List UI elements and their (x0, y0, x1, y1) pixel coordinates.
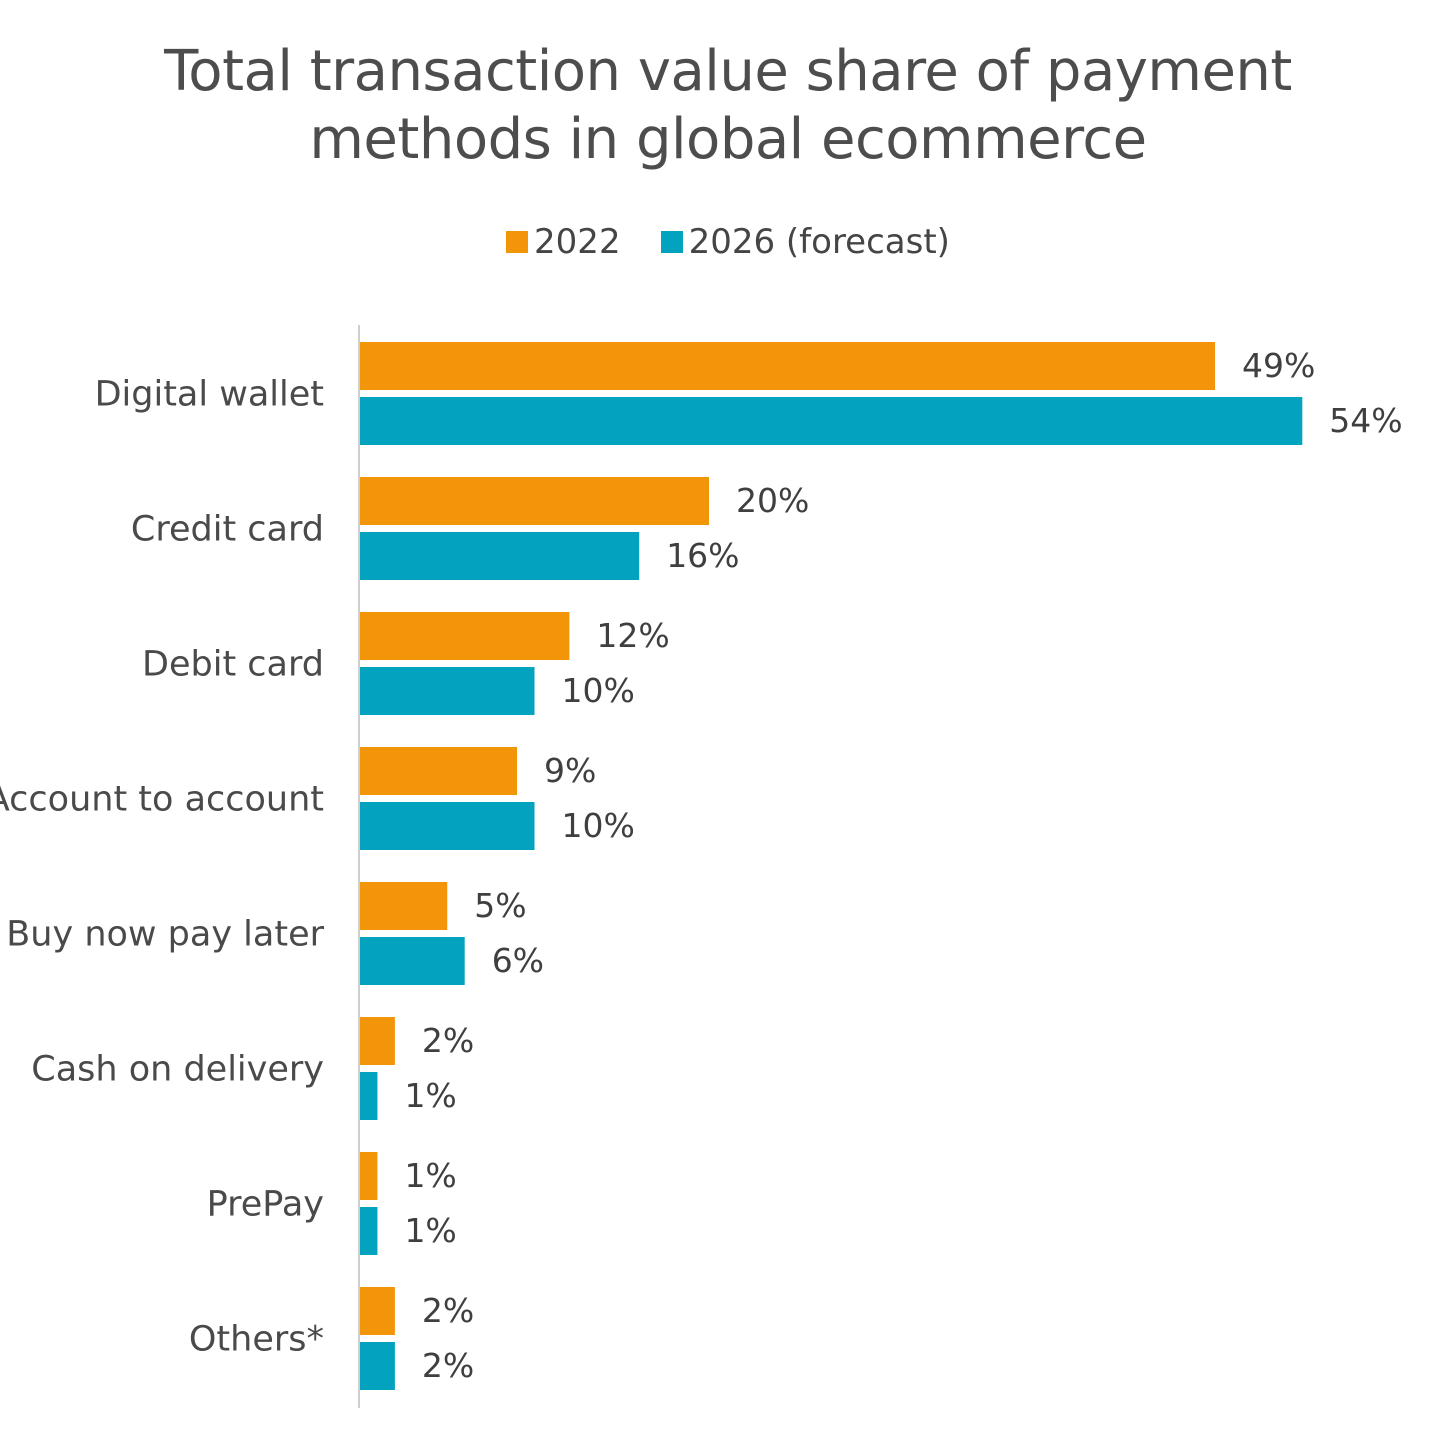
chart-title-line-1: Total transaction value share of payment (164, 39, 1292, 104)
category-label-digital-wallet: Digital wallet (95, 375, 324, 415)
legend-swatch-2026 (660, 231, 683, 253)
bar-2026-forecast-cash-on-delivery (360, 1072, 378, 1120)
legend-label-2022: 2022 (534, 222, 621, 262)
value-label-2022-debit-card: 12% (596, 616, 669, 655)
bar-2022-others (360, 1287, 395, 1335)
legend-item-2022: 2022 (506, 222, 621, 262)
value-label-2022-buy-now-pay-later: 5% (474, 886, 526, 925)
value-label-2026-forecast-others: 2% (422, 1346, 474, 1385)
category-label-account-to-account: Account to account (0, 780, 324, 820)
bar-2026-forecast-debit-card (360, 667, 535, 715)
category-label-debit-card: Debit card (142, 645, 324, 685)
bar-2022-credit-card (360, 477, 709, 525)
category-label-credit-card: Credit card (131, 510, 324, 550)
bar-2026-forecast-prepay (360, 1207, 378, 1255)
legend-swatch-2022 (506, 231, 529, 253)
legend-label-2026: 2026 (forecast) (688, 222, 950, 262)
category-label-others: Others* (189, 1320, 324, 1360)
bar-2022-cash-on-delivery (360, 1017, 395, 1065)
bar-2022-debit-card (360, 612, 570, 660)
category-label-buy-now-pay-later: Buy now pay later (6, 915, 324, 955)
value-label-2026-forecast-debit-card: 10% (562, 671, 635, 710)
value-label-2022-digital-wallet: 49% (1242, 346, 1315, 385)
chart-title: Total transaction value share of payment… (0, 38, 1456, 174)
value-label-2026-forecast-cash-on-delivery: 1% (404, 1076, 456, 1115)
bar-2022-digital-wallet (360, 342, 1216, 390)
value-label-2026-forecast-digital-wallet: 54% (1329, 401, 1402, 440)
category-label-prepay: PrePay (207, 1185, 324, 1225)
bar-2026-forecast-buy-now-pay-later (360, 937, 465, 985)
value-label-2026-forecast-buy-now-pay-later: 6% (492, 941, 544, 980)
bar-2026-forecast-account-to-account (360, 802, 535, 850)
value-label-2022-others: 2% (422, 1291, 474, 1330)
legend-item-2026: 2026 (forecast) (660, 222, 950, 262)
value-label-2026-forecast-account-to-account: 10% (562, 806, 635, 845)
bar-2026-forecast-digital-wallet (360, 397, 1303, 445)
bar-2026-forecast-credit-card (360, 532, 640, 580)
category-label-cash-on-delivery: Cash on delivery (31, 1050, 324, 1090)
bar-2022-account-to-account (360, 747, 518, 795)
value-label-2026-forecast-credit-card: 16% (666, 536, 739, 575)
value-label-2022-prepay: 1% (404, 1156, 456, 1195)
bar-2022-prepay (360, 1152, 378, 1200)
value-label-2026-forecast-prepay: 1% (404, 1211, 456, 1250)
chart-legend: 2022 2026 (forecast) (0, 222, 1456, 262)
bar-2022-buy-now-pay-later (360, 882, 448, 930)
value-label-2022-credit-card: 20% (736, 481, 809, 520)
chart-title-line-2: methods in global ecommerce (309, 107, 1147, 172)
value-label-2022-account-to-account: 9% (544, 751, 596, 790)
value-label-2022-cash-on-delivery: 2% (422, 1021, 474, 1060)
bar-2026-forecast-others (360, 1342, 395, 1390)
